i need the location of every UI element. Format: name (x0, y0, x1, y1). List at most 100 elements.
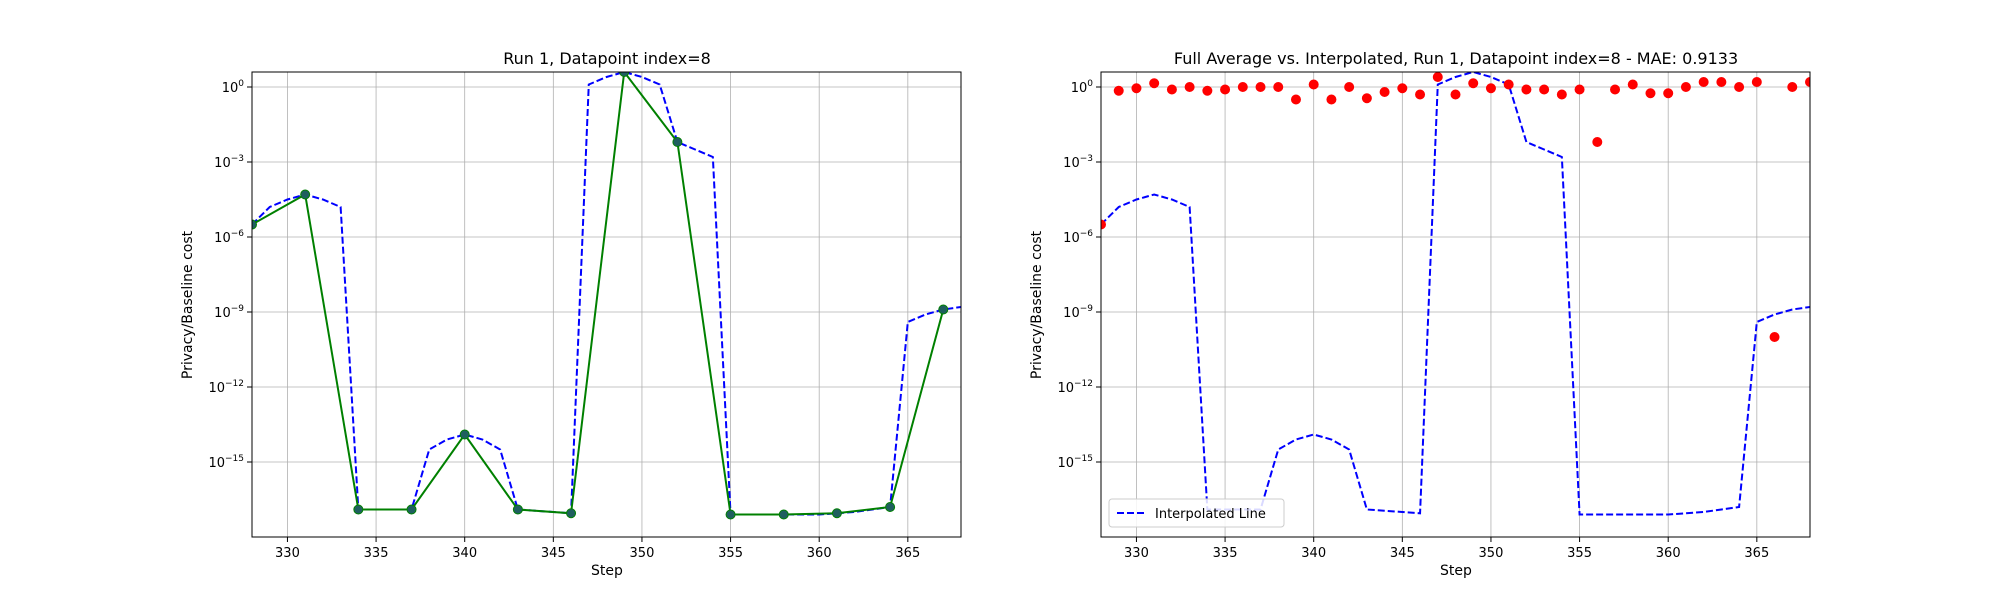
right-series-1-point-37 (1751, 77, 1762, 87)
right-x-tick-label-0: 330 (1124, 546, 1149, 561)
right-y-tick-label-1: 10−3 (1063, 154, 1093, 171)
left-y-tick-label-5: 10−15 (208, 454, 244, 471)
right-plot-area (1101, 72, 1810, 516)
left-y-tick-label-3: 10−9 (214, 304, 244, 321)
right-x-tick-label-6: 360 (1656, 546, 1681, 561)
right-y-tick-label-2: 10−6 (1063, 229, 1093, 246)
right-legend-box (1108, 498, 1285, 528)
left-x-tick-label-4: 350 (630, 546, 655, 561)
right-series-1-point-5 (1184, 82, 1195, 92)
left-chart-xlabel: Step (591, 563, 623, 579)
right-axes-frame (1100, 71, 1811, 538)
right-x-tick-label-7: 365 (1744, 546, 1769, 561)
right-series-1-point-29 (1610, 84, 1621, 95)
right-series-1-point-19 (1432, 72, 1443, 82)
left-y-tick-label-1: 10−3 (214, 154, 244, 171)
left-y-tick-label-2: 10−6 (214, 229, 244, 246)
right-series-1-point-3 (1149, 78, 1160, 89)
left-series-1-point-3 (406, 504, 417, 515)
right-series-1-point-15 (1361, 93, 1372, 104)
left-series-0-line (252, 72, 961, 516)
right-x-tick-label-4: 350 (1479, 546, 1504, 561)
left-series-1-point-1 (300, 189, 311, 200)
right-x-tick-label-5: 355 (1567, 546, 1592, 561)
right-series-1-point-23 (1503, 79, 1514, 90)
left-series-1-point-9 (725, 509, 736, 520)
right-chart-ylabel: Privacy/Baseline cost (1029, 230, 1045, 379)
left-series-1-point-10 (778, 509, 789, 520)
right-series-1-point-30 (1627, 79, 1638, 90)
left-series-1-point-12 (885, 502, 896, 512)
left-x-tick-label-5: 355 (718, 546, 743, 561)
right-series-1-point-13 (1326, 94, 1337, 105)
left-series-1-point-8 (672, 137, 683, 147)
left-series-1-point-0 (252, 219, 257, 230)
right-series-1-point-14 (1344, 82, 1355, 92)
right-series-1-point-22 (1485, 83, 1496, 94)
left-series-1-point-11 (831, 508, 842, 519)
right-series-1-point-4 (1166, 84, 1177, 95)
right-x-tick-label-1: 335 (1213, 546, 1238, 561)
right-series-1-point-1 (1113, 85, 1124, 96)
left-y-tick-label-4: 10−12 (208, 379, 244, 396)
right-series-1-point-25 (1539, 84, 1550, 95)
left-x-tick-label-2: 340 (452, 546, 477, 561)
right-series-1-point-32 (1663, 88, 1674, 99)
right-series-1-point-20 (1450, 89, 1461, 100)
right-series-0-line (1101, 72, 1810, 516)
right-series-1-point-24 (1521, 84, 1532, 95)
left-chart: Run 1, Datapoint index=8 Step Privacy/Ba… (180, 49, 962, 579)
right-series-1-point-39 (1787, 82, 1798, 92)
right-series-1-point-27 (1574, 84, 1585, 95)
left-x-tick-label-1: 335 (364, 546, 389, 561)
right-series-1-point-33 (1680, 82, 1691, 92)
right-series-1-point-6 (1202, 85, 1213, 96)
right-grid (1101, 72, 1810, 537)
left-series-1-point-13 (938, 304, 949, 315)
right-y-tick-label-3: 10−9 (1063, 304, 1093, 321)
left-plot-area (252, 72, 961, 520)
left-series-1-line (252, 72, 945, 516)
left-series-1-point-6 (566, 508, 577, 519)
left-chart-title: Run 1, Datapoint index=8 (503, 49, 711, 68)
right-series-1-point-11 (1290, 94, 1301, 105)
left-chart-ylabel: Privacy/Baseline cost (180, 230, 196, 379)
left-series-1-point-7 (619, 72, 630, 77)
left-x-tick-label-6: 360 (807, 546, 832, 561)
right-series-1-point-0 (1101, 219, 1106, 230)
right-series-1-point-28 (1592, 137, 1603, 147)
right-y-tick-label-4: 10−12 (1057, 379, 1093, 396)
right-series-1-point-12 (1308, 79, 1319, 90)
left-y-tick-label-0: 100 (222, 79, 245, 96)
left-series-1-point-2 (353, 504, 364, 515)
right-series-1-point-40 (1805, 77, 1810, 87)
right-chart-xlabel: Step (1440, 563, 1472, 579)
right-series-1-point-16 (1379, 87, 1390, 97)
right-x-tick-label-2: 340 (1301, 546, 1326, 561)
left-grid (252, 72, 961, 537)
right-y-tick-label-0: 100 (1071, 79, 1094, 96)
right-series-1-point-31 (1645, 88, 1656, 99)
left-series-1-point-4 (459, 429, 470, 440)
right-series-1-point-26 (1556, 89, 1567, 100)
right-y-tick-label-5: 10−15 (1057, 454, 1093, 471)
right-series-1-point-18 (1415, 89, 1426, 100)
right-series-1-point-35 (1716, 77, 1727, 87)
right-chart: Full Average vs. Interpolated, Run 1, Da… (1029, 49, 1811, 579)
right-x-tick-label-3: 345 (1390, 546, 1415, 561)
right-series-1-point-36 (1734, 82, 1745, 92)
right-series-1-point-10 (1273, 82, 1284, 92)
left-series-1-point-5 (512, 504, 523, 515)
right-legend: Interpolated Line (1108, 498, 1285, 528)
right-series-1-point-2 (1131, 83, 1142, 94)
right-chart-title: Full Average vs. Interpolated, Run 1, Da… (1174, 49, 1738, 68)
left-x-tick-label-3: 345 (541, 546, 566, 561)
left-axes-frame (251, 71, 962, 538)
left-x-tick-label-0: 330 (275, 546, 300, 561)
right-series-1-point-34 (1698, 77, 1709, 87)
right-series-1-point-9 (1255, 82, 1266, 92)
left-x-tick-label-7: 365 (895, 546, 920, 561)
right-series-1-point-38 (1769, 332, 1780, 342)
right-series-1-point-21 (1468, 78, 1479, 89)
